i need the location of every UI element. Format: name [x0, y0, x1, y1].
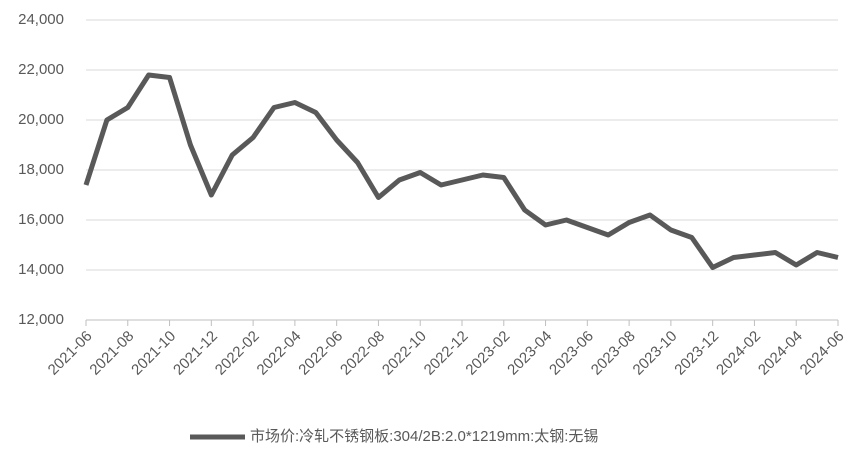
x-tick-label: 2022-08	[337, 328, 388, 379]
x-tick-label: 2021-08	[86, 328, 137, 379]
x-tick-label: 2022-06	[295, 328, 346, 379]
y-tick-label: 14,000	[18, 261, 64, 278]
legend-label: 市场价:冷轧不锈钢板:304/2B:2.0*1219mm:太钢:无锡	[250, 427, 598, 445]
x-tick-label: 2022-10	[379, 328, 430, 379]
x-tick-label: 2024-04	[755, 328, 806, 379]
x-tick-label: 2023-04	[504, 328, 555, 379]
x-tick-label: 2021-10	[128, 328, 179, 379]
y-tick-label: 24,000	[18, 11, 64, 28]
x-tick-label: 2023-10	[630, 328, 681, 379]
y-tick-label: 12,000	[18, 311, 64, 328]
x-tick-label: 2021-06	[45, 328, 96, 379]
x-tick-label: 2022-04	[254, 328, 305, 379]
x-tick-label: 2024-02	[713, 328, 764, 379]
y-tick-label: 20,000	[18, 111, 64, 128]
x-tick-label: 2023-06	[546, 328, 597, 379]
y-tick-label: 16,000	[18, 211, 64, 228]
x-tick-label: 2023-02	[462, 328, 513, 379]
x-tick-label: 2023-08	[588, 328, 639, 379]
y-tick-label: 18,000	[18, 161, 64, 178]
x-tick-label: 2023-12	[671, 328, 722, 379]
y-tick-label: 22,000	[18, 61, 64, 78]
x-tick-label: 2021-12	[170, 328, 221, 379]
x-tick-label: 2022-12	[421, 328, 472, 379]
x-tick-label: 2024-06	[797, 328, 848, 379]
x-tick-label: 2022-02	[212, 328, 263, 379]
series-line	[83, 72, 839, 270]
